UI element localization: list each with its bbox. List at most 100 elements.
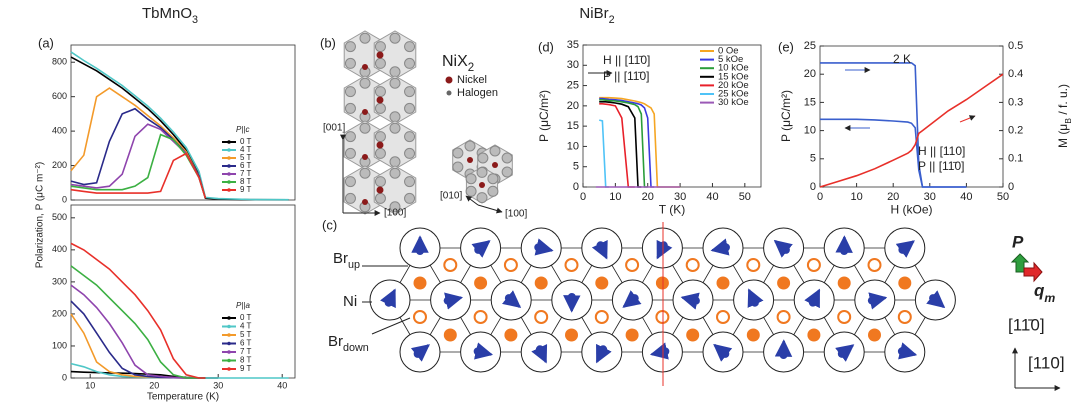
y-axis-label: Polarization, P (μC m⁻²)	[35, 162, 46, 268]
y-tick-label: 400	[52, 244, 67, 254]
site-label-part: up	[348, 259, 360, 271]
x-tick-label: 30	[213, 380, 223, 390]
halogen-atom	[489, 145, 501, 157]
legend-label: 8 T	[240, 356, 252, 365]
br-up	[534, 276, 548, 290]
halogen-atom	[374, 147, 386, 159]
halogen-atom	[344, 147, 356, 159]
y2-tick-label: 0	[1008, 181, 1014, 193]
site-label-part: Ni	[343, 293, 357, 310]
axis-label: [100]	[384, 208, 406, 219]
halogen-atom	[477, 152, 489, 164]
series-line	[70, 87, 207, 199]
panel-title-part: NiX	[442, 53, 468, 70]
legend-label: 7 T	[240, 169, 252, 178]
series-line	[819, 73, 1004, 188]
nickel-atom	[362, 109, 368, 115]
halogen-atom	[374, 102, 386, 114]
annotation: P || [11̄0]	[603, 69, 650, 83]
legend-marker	[227, 148, 231, 152]
halogen-atom	[344, 57, 356, 69]
axis-label: [010]	[440, 191, 462, 202]
y2-tick-label: 0.5	[1008, 40, 1023, 52]
halogen-atom	[359, 32, 371, 44]
arrow-label: P	[1012, 232, 1024, 251]
lattice	[369, 227, 956, 373]
legend-label: 6 T	[240, 161, 252, 170]
y-tick-label: 20	[804, 68, 816, 80]
plot-frame	[70, 204, 296, 379]
x-tick-label: 30	[674, 191, 686, 203]
x-tick-label: 20	[887, 191, 899, 203]
br-down	[413, 310, 427, 324]
spin-arrow	[680, 292, 700, 310]
legend-marker	[227, 358, 231, 363]
axis-label: [001]	[323, 123, 345, 134]
halogen-atom	[404, 131, 416, 143]
nickel-atom	[492, 162, 498, 168]
spin-arrow	[710, 238, 730, 256]
y-tick-label: 10	[804, 125, 816, 137]
y-tick-label: 5	[573, 161, 579, 173]
legend-label: 0 T	[240, 137, 252, 146]
y-tick-label: 15	[804, 96, 816, 108]
y-tick-label: 300	[52, 276, 67, 286]
y2-tick-label: 0.4	[1008, 68, 1023, 80]
panel-title-part: 2	[468, 62, 474, 74]
y2-axis-label: M (μB / f. u.)	[1056, 84, 1073, 148]
y-tick-label: 800	[52, 57, 67, 67]
x-tick-label: 0	[817, 191, 823, 203]
x-tick-label: 40	[960, 191, 972, 203]
halogen-atom	[476, 166, 488, 178]
axis-arrow	[465, 195, 479, 206]
y-tick-label: 600	[52, 91, 67, 101]
header-title-part: 2	[609, 14, 615, 26]
x-tick-label: 30	[924, 191, 936, 203]
x-axis-label: T (K)	[659, 202, 685, 216]
halogen-atom	[359, 167, 371, 179]
br-down	[686, 328, 700, 342]
y-tick-label: 25	[567, 79, 579, 91]
halogen-atom	[464, 140, 476, 152]
y-tick-label: 0	[810, 181, 816, 193]
br-down	[655, 310, 670, 324]
spin-arrow	[747, 288, 764, 308]
header-title: NiBr2	[579, 5, 614, 26]
legend-label: 10 kOe	[718, 63, 749, 74]
annotation: 2 K	[893, 52, 911, 66]
legend-marker	[446, 90, 452, 96]
series-line	[599, 101, 642, 188]
y2-tick-label: 0.3	[1008, 96, 1023, 108]
halogen-atom	[389, 66, 401, 78]
halogen-atom	[374, 131, 386, 143]
series-line	[820, 118, 967, 188]
spin-arrow	[531, 343, 548, 364]
nickel-atom	[467, 157, 473, 163]
halogen-atom	[452, 147, 464, 159]
spin-arrow	[595, 343, 612, 364]
y-tick-label: 5	[810, 153, 816, 165]
nickel-atom	[362, 199, 368, 205]
series-line	[70, 300, 206, 379]
br-down	[473, 310, 488, 324]
br-down	[776, 310, 791, 324]
nickel-atom	[376, 51, 384, 59]
spin-arrow	[898, 342, 918, 360]
legend-marker	[227, 341, 231, 346]
br-down	[594, 310, 609, 324]
legend-label: 6 T	[240, 339, 252, 348]
br-up	[746, 258, 761, 272]
br-up	[443, 258, 458, 272]
legend-label: 9 T	[240, 185, 252, 194]
panel-label: (d)	[538, 39, 554, 54]
legend-label: 15 kOe	[718, 71, 749, 82]
halogen-atom	[404, 147, 416, 159]
y-tick-label: 0	[62, 194, 67, 204]
y-tick-label: 10	[567, 140, 579, 152]
header-title: TbMnO3	[142, 5, 198, 26]
halogen-atom	[404, 192, 416, 204]
halogen-atom	[389, 167, 401, 179]
annotation: P || [11̄0]	[918, 159, 965, 173]
nickel-atom	[362, 64, 368, 70]
legend-label: 0 Oe	[718, 46, 739, 57]
